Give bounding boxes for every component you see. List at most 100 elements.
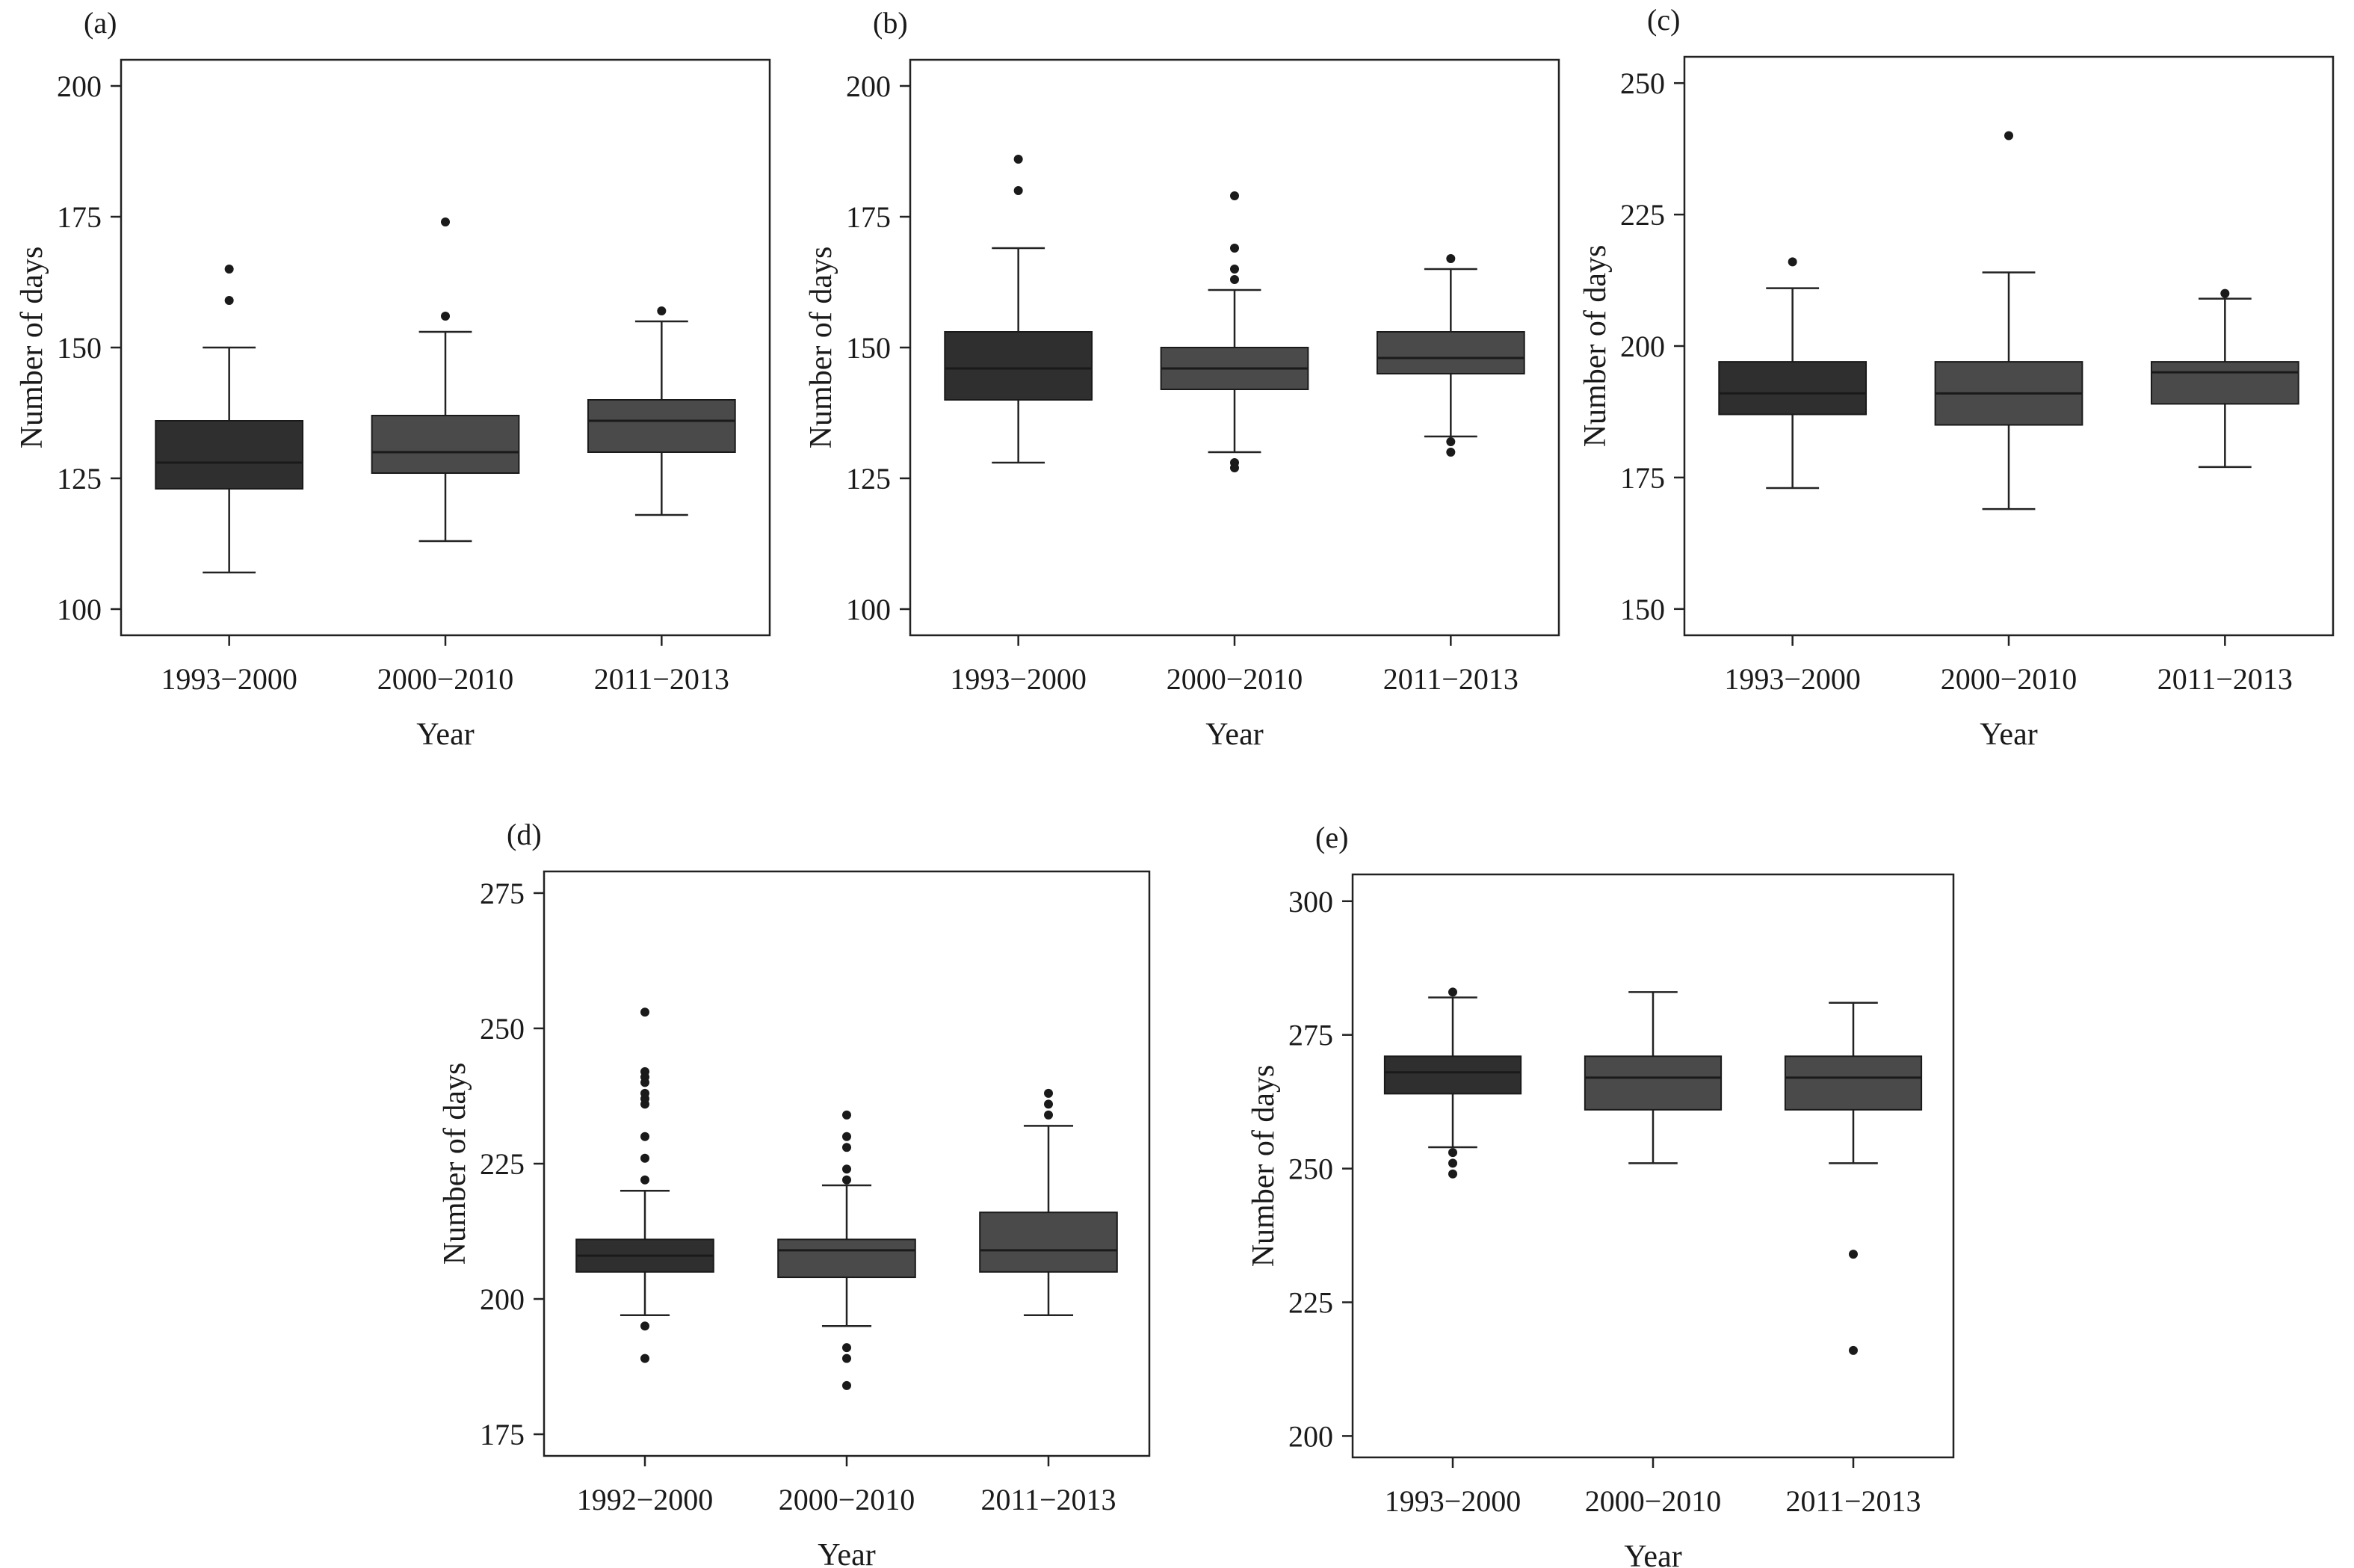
outlier-point xyxy=(842,1132,851,1141)
outlier-point xyxy=(1013,186,1023,195)
outlier-point xyxy=(1230,191,1239,200)
box-2 xyxy=(777,1110,916,1390)
x-tick-label: 2000−2010 xyxy=(1167,662,1303,696)
x-axis-title: Year xyxy=(1205,717,1263,752)
outlier-point xyxy=(640,1354,649,1363)
x-tick-label: 2000−2010 xyxy=(1941,662,2077,696)
y-axis-title: Number of days xyxy=(1578,245,1613,448)
box-2 xyxy=(371,217,520,543)
outlier-point xyxy=(640,1088,649,1098)
box-1 xyxy=(575,1007,714,1363)
outlier-point xyxy=(640,1175,649,1185)
y-tick-label: 150 xyxy=(846,331,891,365)
y-tick-label: 175 xyxy=(480,1418,525,1451)
box-1 xyxy=(1718,257,1868,490)
box-3 xyxy=(1784,1001,1923,1355)
y-tick-label: 200 xyxy=(1620,330,1665,363)
outlier-point xyxy=(640,1067,649,1076)
x-tick-label: 1993−2000 xyxy=(950,662,1087,696)
outlier-point xyxy=(1013,155,1023,164)
iqr-box xyxy=(1584,1055,1723,1111)
outlier-point xyxy=(1446,437,1456,446)
iqr-box xyxy=(587,399,736,453)
y-tick-label: 275 xyxy=(480,877,525,910)
iqr-box xyxy=(979,1212,1118,1273)
panel-b: (b) 100 125 150 175 200 1993−2000 2000−2010 2011… xyxy=(804,6,1560,752)
outlier-point xyxy=(1230,275,1239,284)
y-tick-label: 150 xyxy=(1620,593,1665,626)
outlier-point xyxy=(441,217,450,226)
outlier-point xyxy=(2220,288,2230,298)
panel-c: (c) 150 175 200 225 250 1993−2000 2000−2010 2011… xyxy=(1578,3,2335,752)
y-tick-label: 100 xyxy=(57,593,102,626)
outlier-point xyxy=(1849,1250,1858,1259)
iqr-box xyxy=(1784,1055,1923,1111)
iqr-box xyxy=(2150,361,2299,405)
outlier-point xyxy=(842,1143,851,1152)
x-tick-label: 1993−2000 xyxy=(1724,662,1861,696)
x-tick-label: 2000−2010 xyxy=(1585,1484,1722,1518)
y-axis-title: Number of days xyxy=(804,247,838,449)
box-1 xyxy=(1383,987,1522,1179)
outlier-point xyxy=(842,1380,851,1390)
y-tick-label: 250 xyxy=(480,1012,525,1046)
outlier-point xyxy=(640,1321,649,1331)
y-axis-title: Number of days xyxy=(15,247,49,449)
outlier-point xyxy=(1448,1169,1457,1179)
outlier-point xyxy=(1788,257,1797,267)
y-tick-label: 225 xyxy=(1288,1285,1333,1319)
iqr-box xyxy=(155,420,304,490)
iqr-box xyxy=(371,415,520,474)
panel-d: (d) 175 200 225 250 275 1992−2000 2000−2010 2011… xyxy=(438,818,1151,1568)
y-tick-label: 175 xyxy=(57,200,102,234)
panel-label: (e) xyxy=(1315,821,1348,854)
x-tick-label: 2011−2013 xyxy=(2157,662,2293,696)
outlier-point xyxy=(1044,1088,1053,1098)
iqr-box xyxy=(944,331,1093,401)
y-tick-label: 275 xyxy=(1288,1019,1333,1052)
outlier-point xyxy=(1044,1110,1053,1120)
outlier-point xyxy=(224,265,234,274)
y-tick-label: 200 xyxy=(846,70,891,103)
y-axis-title: Number of days xyxy=(438,1063,472,1265)
y-tick-label: 125 xyxy=(57,462,102,496)
y-tick-label: 150 xyxy=(57,331,102,365)
y-tick-label: 175 xyxy=(1620,461,1665,495)
y-tick-label: 175 xyxy=(846,200,891,234)
outlier-point xyxy=(1230,265,1239,274)
outlier-point xyxy=(1849,1345,1858,1355)
x-axis-title: Year xyxy=(818,1538,875,1568)
x-tick-label: 2000−2010 xyxy=(377,662,514,696)
outlier-point xyxy=(441,312,450,321)
panel-label: (b) xyxy=(873,6,908,40)
outlier-point xyxy=(1044,1099,1053,1109)
panel-label: (c) xyxy=(1647,3,1680,37)
outlier-point xyxy=(842,1164,851,1174)
outlier-point xyxy=(1230,244,1239,253)
box-1 xyxy=(944,155,1093,464)
outlier-point xyxy=(842,1110,851,1120)
plot-frame xyxy=(1351,873,1955,1459)
outlier-point xyxy=(842,1175,851,1185)
outlier-point xyxy=(842,1354,851,1363)
panel-a: (a) 100 125 150 175 200 1993−2000 2000−2010 2011… xyxy=(15,6,771,752)
box-3 xyxy=(2150,288,2299,469)
outlier-point xyxy=(640,1007,649,1017)
box-2 xyxy=(1934,131,2083,510)
panel-e: (e) 200 225 250 275 300 1993−2000 2000−2010 2011… xyxy=(1246,821,1955,1568)
iqr-box xyxy=(1718,361,1868,416)
outlier-point xyxy=(2004,131,2013,141)
outlier-point xyxy=(1448,1158,1457,1168)
y-tick-label: 100 xyxy=(846,593,891,626)
x-tick-label: 2011−2013 xyxy=(980,1483,1116,1516)
outlier-point xyxy=(1448,987,1457,997)
x-tick-label: 2011−2013 xyxy=(594,662,729,696)
iqr-box xyxy=(1376,331,1525,374)
outlier-point xyxy=(1446,448,1456,457)
panel-label: (d) xyxy=(507,818,542,851)
x-axis-title: Year xyxy=(416,717,474,752)
outlier-point xyxy=(657,306,667,315)
y-tick-label: 200 xyxy=(480,1283,525,1316)
box-1 xyxy=(155,265,304,574)
